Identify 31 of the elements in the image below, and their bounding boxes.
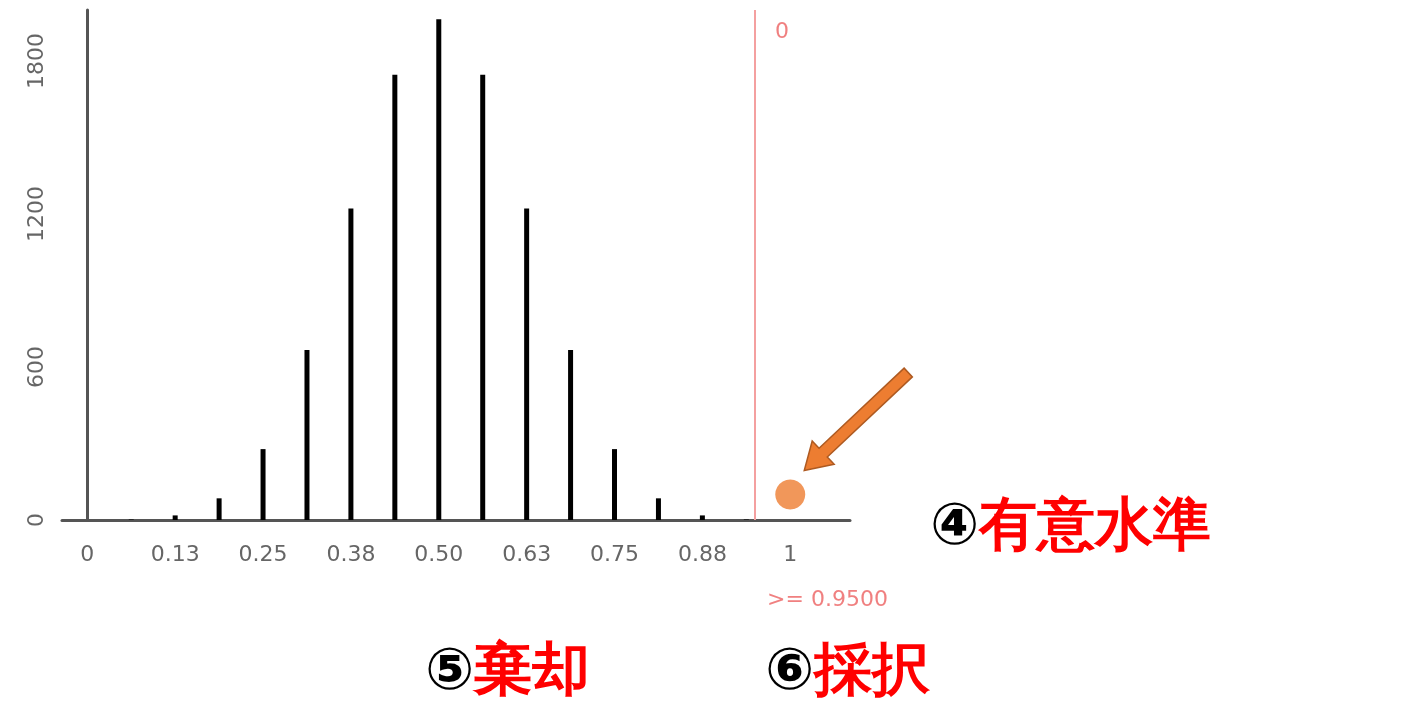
bar bbox=[655, 498, 661, 520]
ref-line-label: >= 0.9500 bbox=[767, 585, 888, 611]
text: ⑥採択 bbox=[765, 635, 931, 703]
y-tick-label: 1200 bbox=[22, 186, 48, 242]
x-tick-label: 0.25 bbox=[238, 540, 288, 566]
bar bbox=[480, 74, 486, 520]
text: ④有意水準 bbox=[930, 490, 1212, 558]
bar bbox=[568, 349, 574, 520]
y-tick-label: 1800 bbox=[22, 33, 48, 89]
x-tick-label: 0 bbox=[80, 540, 95, 566]
bar bbox=[612, 449, 618, 520]
x-tick-label: 0.50 bbox=[414, 540, 464, 566]
bar bbox=[216, 498, 222, 520]
annotation: 0 bbox=[775, 18, 790, 43]
bar bbox=[699, 515, 705, 520]
x-tick-label: 0.38 bbox=[326, 540, 376, 566]
text: ⑤棄却 bbox=[425, 635, 591, 703]
y-tick-label: 0 bbox=[22, 513, 48, 527]
bar bbox=[304, 349, 310, 520]
bar bbox=[524, 208, 530, 520]
bar bbox=[172, 515, 178, 520]
x-tick-label: 0.63 bbox=[502, 540, 552, 566]
bar bbox=[436, 19, 442, 520]
y-tick-label: 600 bbox=[22, 346, 48, 388]
x-tick-label: 0.88 bbox=[677, 540, 727, 566]
x-tick-label: 1 bbox=[783, 540, 798, 566]
bar bbox=[392, 74, 398, 520]
x-tick-label: 0.13 bbox=[150, 540, 200, 566]
x-tick-label: 0.75 bbox=[590, 540, 640, 566]
bar bbox=[260, 449, 266, 520]
bar bbox=[348, 208, 354, 520]
